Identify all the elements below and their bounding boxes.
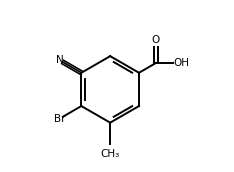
Text: N: N bbox=[56, 55, 64, 66]
Text: O: O bbox=[152, 35, 160, 45]
Text: CH₃: CH₃ bbox=[101, 149, 120, 159]
Text: Br: Br bbox=[54, 114, 65, 124]
Text: OH: OH bbox=[174, 58, 190, 68]
